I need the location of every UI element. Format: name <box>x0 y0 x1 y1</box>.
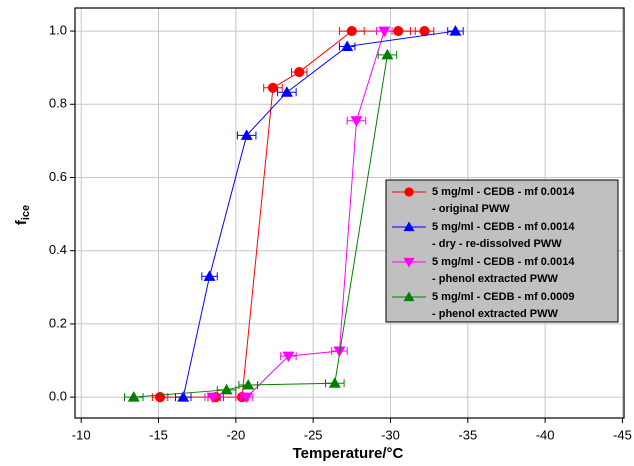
series-line <box>212 30 385 398</box>
marker <box>403 291 415 302</box>
y-tick-label: 0.4 <box>49 242 67 257</box>
plot-frame <box>74 7 625 419</box>
x-tick-label: -20 <box>226 427 245 442</box>
marker <box>328 377 341 388</box>
marker <box>240 129 253 140</box>
y-tick-label: 0.8 <box>49 96 67 111</box>
legend-label: 5 mg/ml - CEDB - mf 0.0014 <box>432 186 575 198</box>
y-label-main: f <box>13 219 30 225</box>
marker <box>341 40 354 51</box>
marker <box>267 82 279 93</box>
y-tick-label: 0.2 <box>49 315 67 330</box>
marker <box>206 392 219 404</box>
x-tick-label: -15 <box>149 427 168 442</box>
marker <box>154 392 166 403</box>
marker <box>378 26 391 38</box>
y-tick-label: 0.6 <box>49 169 67 184</box>
x-axis-label: Temperature/°C <box>293 445 404 462</box>
marker <box>127 391 140 402</box>
y-tick-label: 1.0 <box>49 23 67 38</box>
x-tick-label: -30 <box>381 427 400 442</box>
marker <box>282 351 295 363</box>
marker <box>242 379 255 390</box>
y-label-sub: ice <box>20 205 32 220</box>
x-tick-label: -40 <box>536 427 555 442</box>
marker <box>203 270 216 281</box>
legend-label: 5 mg/ml - CEDB - mf 0.0014 <box>432 221 575 233</box>
x-tick-label: -35 <box>458 427 477 442</box>
marker <box>381 48 394 60</box>
legend-label: 5 mg/ml - CEDB - mf 0.0014 <box>432 256 575 268</box>
marker <box>403 221 415 232</box>
legend-label: - original PWW <box>432 203 510 215</box>
x-tick-label: -25 <box>304 427 323 442</box>
legend-label: - dry - re-dissolved PWW <box>432 238 562 250</box>
marker <box>404 187 414 197</box>
marker <box>350 116 363 127</box>
y-axis-label: fice <box>13 205 32 225</box>
x-tick-label: -45 <box>613 427 632 442</box>
marker <box>280 86 293 97</box>
marker <box>346 25 357 37</box>
y-tick-label: 0.0 <box>49 389 67 404</box>
marker <box>220 383 233 395</box>
marker <box>393 25 404 37</box>
legend: 5 mg/ml - CEDB - mf 0.0014 - original PWW… <box>385 179 619 323</box>
legend-label: - phenol extracted PWW <box>432 308 559 320</box>
x-tick-label: -10 <box>72 427 91 442</box>
legend-label: - phenol extracted PWW <box>432 273 559 285</box>
marker <box>403 257 415 268</box>
series-line <box>160 30 425 398</box>
series-line <box>133 54 388 398</box>
marker <box>449 25 462 36</box>
marker <box>294 66 305 78</box>
legend-label: 5 mg/ml - CEDB - mf 0.0009 <box>432 291 574 303</box>
marker <box>240 392 253 404</box>
legend-box <box>385 179 619 323</box>
marker <box>177 391 190 402</box>
marker <box>419 25 430 37</box>
series-line <box>182 30 456 398</box>
